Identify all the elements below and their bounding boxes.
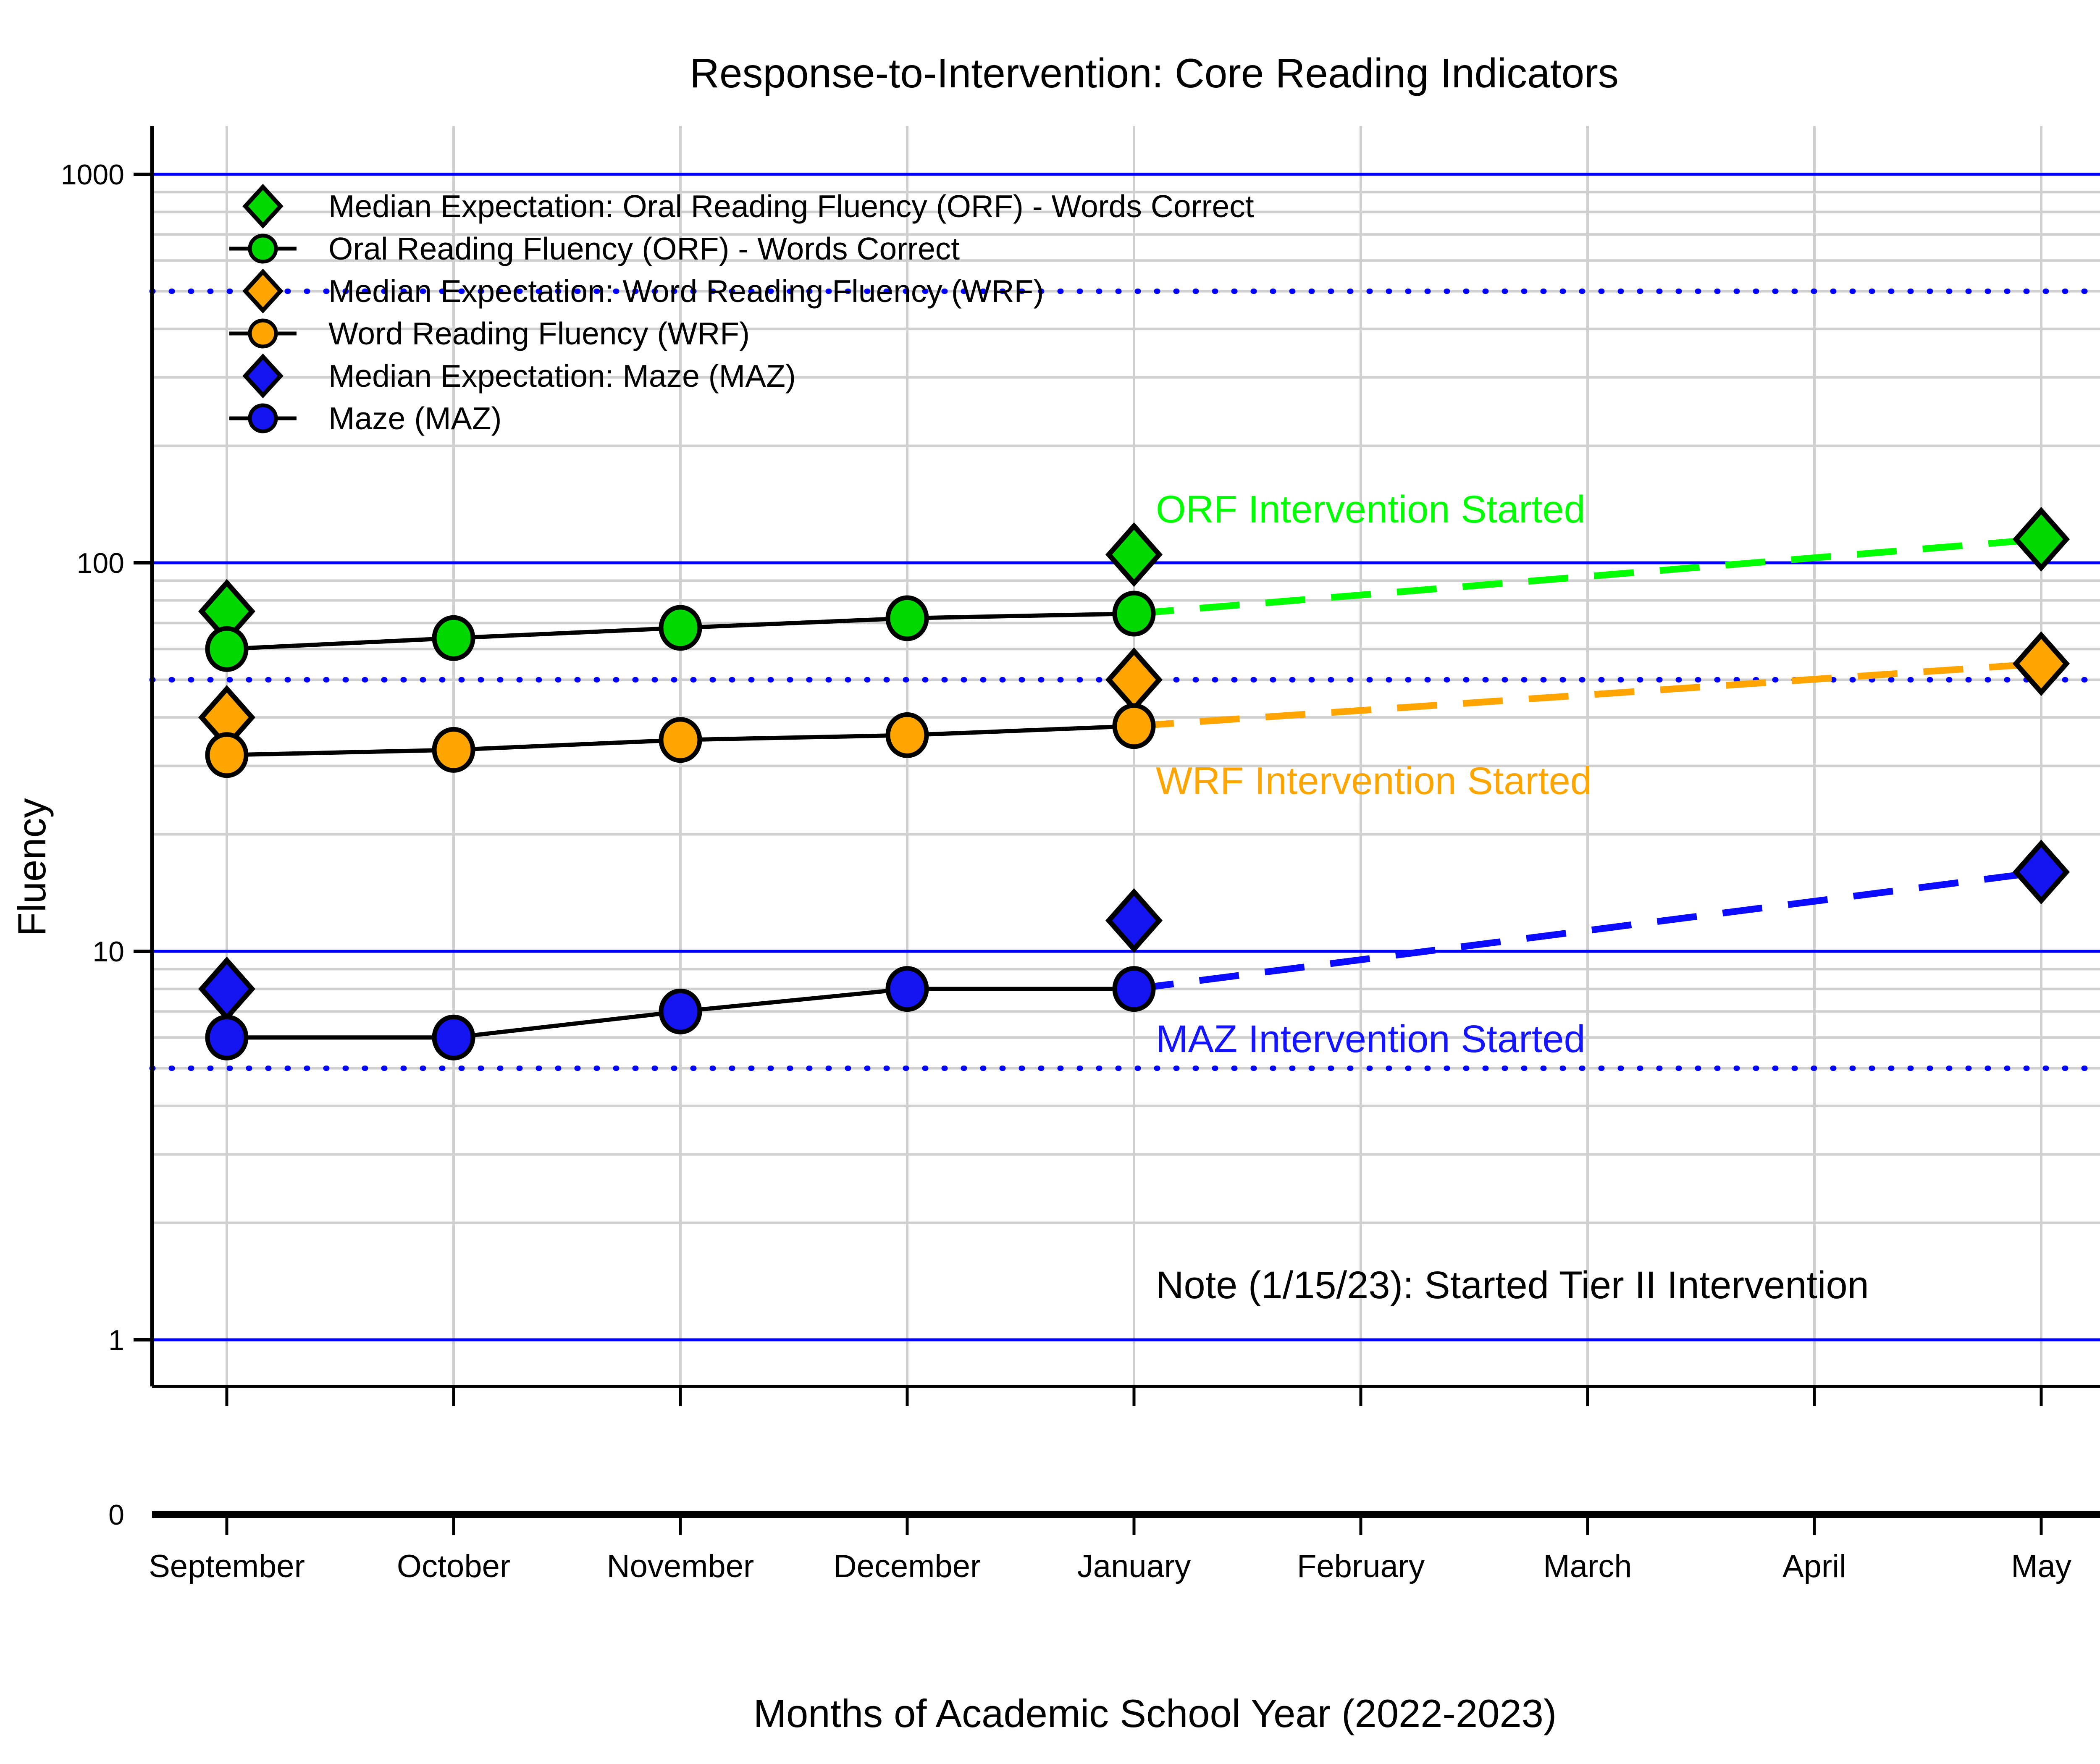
data-point-orf-actual-november	[659, 605, 702, 651]
legend-diamond-icon-orf-expectation	[242, 184, 284, 229]
x-tick-label-january: January	[1077, 1549, 1191, 1584]
y-tick-label-1000: 1000	[61, 159, 124, 191]
data-point-orf-actual-december	[885, 595, 929, 641]
data-point-wrf-actual-december	[885, 712, 929, 758]
legend: Median Expectation: Oral Reading Fluency…	[229, 184, 1254, 436]
data-point-orf-expectation-january	[1105, 522, 1163, 587]
aimline-orf	[1134, 536, 2042, 617]
data-point-orf-actual-september	[205, 626, 249, 672]
annotations: ORF Intervention Started WRF Intervention…	[1156, 488, 1869, 1307]
x-tick-label-november: November	[607, 1549, 754, 1584]
chart-title: Response-to-Intervention: Core Reading I…	[690, 50, 1619, 96]
legend-label-maz-expectation: Median Expectation: Maze (MAZ)	[328, 358, 796, 394]
legend-item-wrf-actual: Word Reading Fluency (WRF)	[229, 316, 750, 351]
data-point-maz-actual-september	[205, 1014, 249, 1060]
aimline-maz	[1133, 869, 2042, 992]
data-point-maz-actual-january	[1112, 966, 1156, 1012]
intervention-aimlines	[1133, 536, 2042, 992]
data-point-orf-actual-january	[1112, 591, 1156, 637]
x-axis-label: Months of Academic School Year (2022-202…	[753, 1691, 1557, 1735]
y-tick-label-10: 10	[92, 936, 124, 968]
legend-label-orf-expectation: Median Expectation: Oral Reading Fluency…	[328, 189, 1254, 224]
legend-item-maz-expectation: Median Expectation: Maze (MAZ)	[242, 353, 796, 399]
y-tick-label-zero: 0	[108, 1499, 124, 1531]
data-point-wrf-actual-january	[1112, 703, 1156, 749]
legend-item-orf-expectation: Median Expectation: Oral Reading Fluency…	[242, 184, 1254, 229]
legend-label-wrf-actual: Word Reading Fluency (WRF)	[328, 316, 750, 351]
dotted-gridlines	[149, 288, 2100, 1071]
legend-label-maz-actual: Maze (MAZ)	[328, 401, 502, 436]
data-point-maz-actual-december	[885, 966, 929, 1012]
data-series	[198, 507, 2070, 1060]
legend-diamond-icon-maz-expectation	[242, 353, 284, 399]
legend-circle-icon-wrf-actual	[248, 318, 278, 349]
x-tick-label-may: May	[2011, 1549, 2071, 1584]
legend-label-orf-actual: Oral Reading Fluency (ORF) - Words Corre…	[328, 231, 960, 266]
x-tick-label-september: September	[149, 1549, 305, 1584]
x-tick-label-april: April	[1782, 1549, 1846, 1584]
data-point-wrf-actual-october	[432, 727, 475, 773]
month-gridlines	[226, 126, 2042, 1386]
x-tick-label-march: March	[1543, 1549, 1632, 1584]
legend-diamond-icon-wrf-expectation	[242, 268, 284, 314]
y-tick-label-100: 100	[77, 547, 124, 579]
data-point-wrf-actual-november	[659, 717, 702, 763]
x-tick-label-october: October	[397, 1549, 510, 1584]
annotation-orf-intervention: ORF Intervention Started	[1156, 488, 1586, 531]
minor-gridlines	[152, 191, 2100, 1224]
aimline-wrf	[1134, 660, 2042, 730]
data-point-maz-actual-november	[659, 988, 702, 1034]
data-point-maz-actual-october	[432, 1014, 475, 1060]
data-point-orf-expectation-may	[2012, 507, 2070, 572]
data-point-maz-expectation-may	[2012, 840, 2070, 905]
legend-label-wrf-expectation: Median Expectation: Word Reading Fluency…	[328, 273, 1044, 309]
data-point-orf-actual-october	[432, 615, 475, 661]
data-point-maz-expectation-january	[1105, 888, 1163, 953]
legend-circle-icon-maz-actual	[248, 403, 278, 433]
y-axis-label: Fluency	[10, 798, 54, 936]
annotation-wrf-intervention: WRF Intervention Started	[1156, 760, 1592, 803]
axes	[134, 126, 2100, 1535]
data-point-wrf-expectation-may	[2012, 631, 2070, 696]
legend-circle-icon-orf-actual	[248, 234, 278, 264]
data-point-wrf-expectation-january	[1105, 647, 1163, 712]
y-tick-label-1: 1	[108, 1324, 124, 1356]
x-tick-label-february: February	[1297, 1549, 1425, 1584]
x-tick-label-december: December	[834, 1549, 981, 1584]
annotation-note: Note (1/15/23): Started Tier II Interven…	[1156, 1264, 1869, 1307]
annotation-maz-intervention: MAZ Intervention Started	[1156, 1018, 1586, 1060]
legend-item-orf-actual: Oral Reading Fluency (ORF) - Words Corre…	[229, 231, 960, 266]
legend-item-maz-actual: Maze (MAZ)	[229, 401, 502, 436]
data-point-wrf-actual-september	[205, 732, 249, 778]
legend-item-wrf-expectation: Median Expectation: Word Reading Fluency…	[242, 268, 1044, 314]
